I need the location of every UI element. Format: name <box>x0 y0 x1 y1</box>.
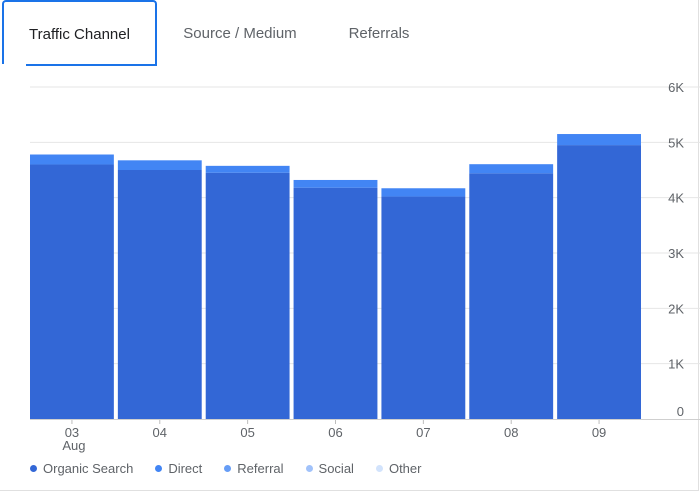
x-tick-label: 07 <box>416 425 430 440</box>
legend-item-direct[interactable]: Direct <box>155 461 202 476</box>
bar-08-direct <box>469 164 554 174</box>
bar-09-direct <box>557 134 641 146</box>
legend-item-referral[interactable]: Referral <box>224 460 284 476</box>
legend-swatch <box>224 464 232 472</box>
x-tick-label: 03 <box>65 425 79 440</box>
tab-referrals[interactable]: Referrals <box>348 24 410 42</box>
bar-08-organic-search <box>469 173 554 419</box>
y-tick-label: 5K <box>668 135 684 150</box>
x-tick-sublabel: Aug <box>62 438 85 453</box>
legend-label: Organic Search <box>43 460 134 476</box>
bar-03-organic-search <box>30 164 114 419</box>
bar-06-organic-search <box>293 187 378 419</box>
x-tick-label: 08 <box>504 425 518 440</box>
legend-item-other[interactable]: Other <box>375 460 422 476</box>
tab-traffic-channel[interactable]: Traffic Channel <box>2 0 157 66</box>
chart-legend: Organic Search Direct Referral Social Other <box>30 459 443 477</box>
bar-03-direct <box>30 154 114 165</box>
y-tick-label: 3K <box>668 246 684 261</box>
y-tick-label: 4K <box>668 191 684 206</box>
bar-06-direct <box>293 179 378 188</box>
bar-09-organic-search <box>557 145 641 419</box>
legend-swatch <box>375 464 383 472</box>
legend-label: Other <box>388 460 422 476</box>
x-tick-label: 06 <box>328 425 342 440</box>
legend-label: Referral <box>237 460 284 476</box>
bar-07-direct <box>381 188 466 197</box>
x-tick-label: 05 <box>240 425 254 440</box>
x-tick-label: 09 <box>592 425 606 440</box>
y-tick-label: 0 <box>677 404 684 419</box>
legend-item-organic-search[interactable]: Organic Search <box>30 461 133 476</box>
bar-05-direct <box>205 165 290 173</box>
legend-label: Social <box>318 460 354 476</box>
tab-source-medium[interactable]: Source / Medium <box>183 24 297 42</box>
bar-04-direct <box>117 160 202 170</box>
y-tick-label: 1K <box>668 357 684 372</box>
y-tick-label: 2K <box>668 301 684 316</box>
bar-07-organic-search <box>381 196 466 419</box>
x-tick-label: 04 <box>153 425 167 440</box>
legend-label: Direct <box>168 460 203 476</box>
y-tick-label: 6K <box>668 80 684 95</box>
tab-bar: Traffic Channel Source / Medium Referral… <box>0 0 700 66</box>
bar-04-organic-search <box>117 170 202 419</box>
bar-05-organic-search <box>205 172 290 419</box>
legend-swatch <box>305 464 313 472</box>
legend-item-social[interactable]: Social <box>305 460 354 476</box>
legend-swatch <box>155 464 163 472</box>
legend-swatch <box>30 464 37 472</box>
